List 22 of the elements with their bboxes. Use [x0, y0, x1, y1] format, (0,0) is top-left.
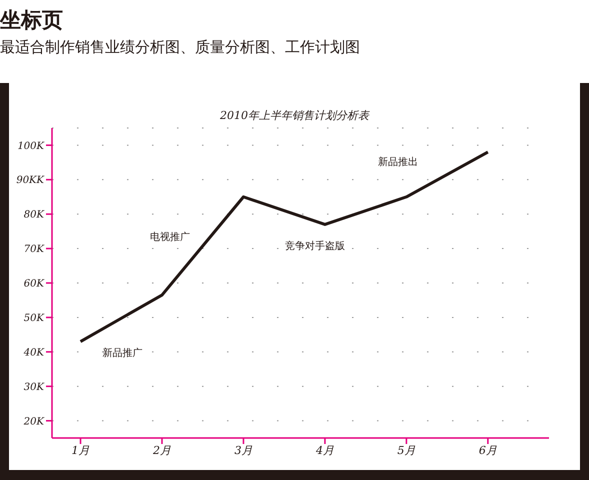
x-tick-label: 4月	[314, 444, 334, 457]
annotation: 电视推广	[150, 230, 190, 244]
x-tick-label: 3月	[234, 444, 252, 457]
x-tick-label: 6月	[478, 444, 497, 457]
text: 最适合制作销售业绩分析图、质量分析图、工作计划图	[0, 38, 360, 57]
x-tick-label: 1月	[72, 444, 90, 457]
y-tick-label: 20K	[22, 416, 45, 428]
chart-title: 2010年上半年销售计划分析表	[219, 108, 371, 123]
y-tick-label: 30K	[24, 382, 45, 393]
x-tick-label: 5月	[397, 444, 416, 457]
annotation: 新品推广	[102, 346, 143, 359]
line-series	[79, 150, 490, 344]
y-tick-label: 80K	[24, 210, 45, 221]
y-tick-label: 90KK	[16, 175, 45, 186]
annotation: 新品推出	[378, 156, 418, 169]
x-tick-label: 2月	[152, 444, 171, 457]
y-tick-label: 70K	[24, 244, 45, 256]
y-tick-label: 50K	[24, 312, 45, 324]
y-tick-label: 100K	[17, 140, 45, 152]
y-tick-label: 60K	[24, 278, 45, 290]
y-tick-label: 40K	[22, 347, 45, 358]
annotation: 竞争对手盗版	[284, 240, 345, 252]
